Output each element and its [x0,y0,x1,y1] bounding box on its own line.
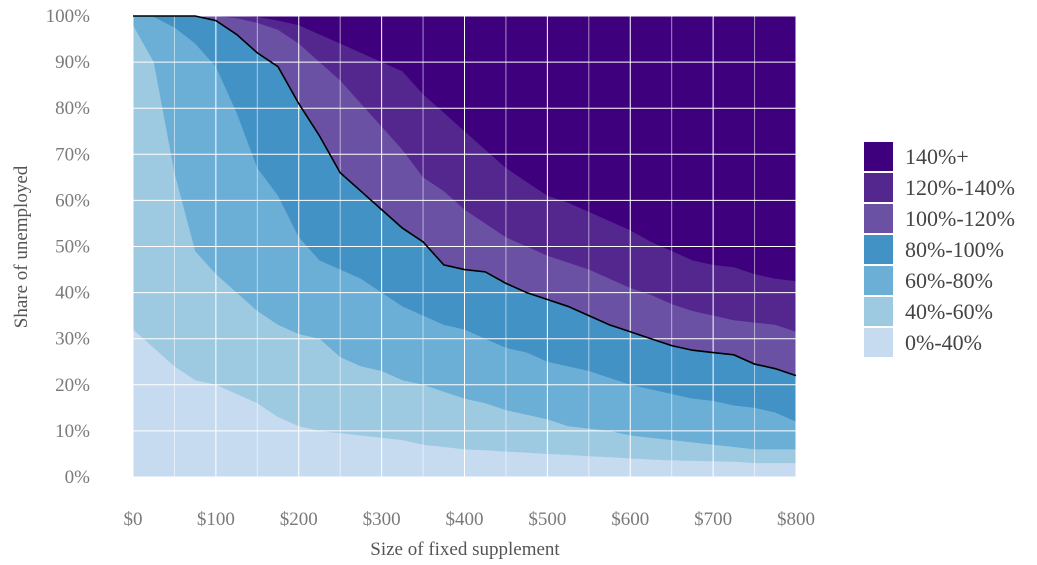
highlight-line-layer [133,15,797,377]
legend-label: 140%+ [905,144,969,169]
y-tick-label: 70% [55,144,90,165]
x-tick-label: $600 [611,509,649,530]
y-tick-label: 80% [55,98,90,119]
legend-swatch [864,235,893,264]
legend-swatch [864,173,893,202]
legend-swatch [864,204,893,233]
y-tick-label: 60% [55,190,90,211]
y-axis-ticks: 0% 10% 20% 30% 40% 50% 60% 70% 80% 90% 100% [46,6,91,488]
x-tick-label: $700 [694,509,732,530]
x-tick-label: $300 [363,509,401,530]
legend-swatch [864,142,893,171]
legend-swatch [864,328,893,357]
legend-swatch [864,297,893,326]
y-tick-label: 90% [55,52,90,73]
x-tick-label: $0 [124,509,143,530]
x-axis-ticks: $0 $100 $200 $300 $400 $500 $600 $700 $800 [124,509,816,530]
legend-label: 100%-120% [905,206,1015,231]
x-tick-label: $800 [777,509,815,530]
y-axis-title: Share of unemployed [11,165,32,328]
y-tick-label: 0% [65,467,91,488]
legend-label: 0%-40% [905,330,982,355]
x-tick-label: $100 [197,509,235,530]
x-axis-title: Size of fixed supplement [370,539,560,560]
legend-label: 120%-140% [905,175,1015,200]
y-tick-label: 50% [55,237,90,258]
x-tick-label: $500 [528,509,566,530]
y-tick-label: 30% [55,329,90,350]
gridlines [132,15,797,478]
y-tick-label: 40% [55,283,90,304]
legend-label: 40%-60% [905,299,993,324]
x-tick-label: $200 [280,509,318,530]
y-tick-label: 10% [55,421,90,442]
x-tick-label: $400 [446,509,484,530]
legend: 140%+ 120%-140% 100%-120% 80%-100% 60%-80% 40… [864,142,1015,357]
y-tick-label: 20% [55,375,90,396]
y-tick-label: 100% [46,6,91,27]
highlight-line [133,15,797,377]
legend-label: 60%-80% [905,268,993,293]
legend-swatch [864,266,893,295]
legend-label: 80%-100% [905,237,1004,262]
